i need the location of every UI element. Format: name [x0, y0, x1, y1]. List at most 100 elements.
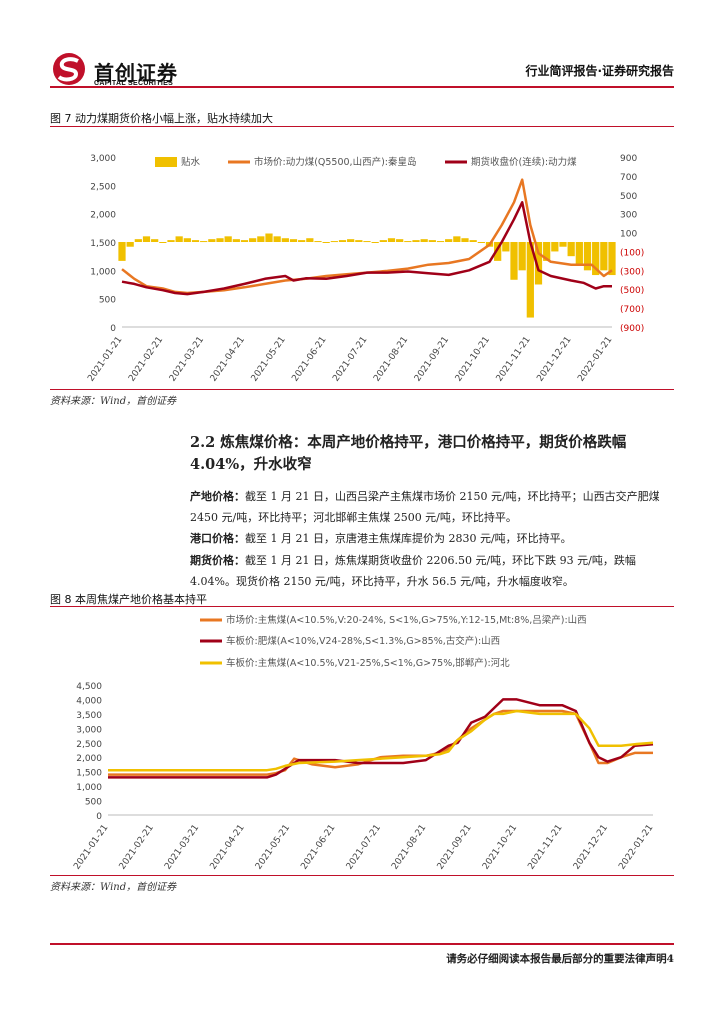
bar — [355, 240, 363, 242]
bar — [543, 242, 551, 261]
figure-7-bottom-rule — [50, 389, 674, 390]
x-tick-label: 2021-01-21 — [86, 335, 124, 384]
y2-tick-label: 900 — [620, 154, 637, 164]
figure-7-rule — [50, 126, 674, 127]
x-tick-label: 2021-08-21 — [390, 823, 428, 872]
bar — [510, 242, 518, 280]
x-tick-label: 2021-07-21 — [331, 335, 369, 384]
paragraph-label: 港口价格： — [190, 532, 245, 545]
bar — [396, 239, 404, 242]
bar — [502, 242, 510, 252]
y-tick-label: 1,000 — [76, 783, 102, 793]
bar — [159, 242, 167, 243]
bar — [134, 239, 142, 242]
bar — [371, 242, 379, 243]
brand-name-en: CAPITAL SECURITIES — [94, 80, 174, 87]
y-tick-label: 2,500 — [76, 740, 102, 750]
bar — [592, 242, 600, 276]
brand-name: 首创证券 — [94, 61, 178, 85]
y2-tick-label: 100 — [620, 230, 637, 240]
bar — [208, 239, 216, 242]
y2-tick-label: 700 — [620, 173, 637, 183]
y2-tick-label: (500) — [620, 286, 644, 296]
bar — [477, 242, 485, 243]
x-tick-label: 2021-04-21 — [209, 823, 247, 872]
bar — [518, 242, 526, 271]
x-tick-label: 2021-02-21 — [118, 823, 156, 872]
bar — [273, 236, 281, 242]
y-tick-label: 2,500 — [90, 182, 116, 192]
y2-tick-label: (100) — [620, 248, 644, 258]
legend-label: 市场价:主焦煤(A<10.5%,V:20-24%, S<1%,G>75%,Y:1… — [226, 614, 587, 626]
bar — [428, 240, 436, 242]
y-tick-label: 4,500 — [76, 682, 102, 692]
y2-tick-label: (300) — [620, 267, 644, 277]
x-tick-label: 2021-02-21 — [127, 335, 165, 384]
bar — [118, 242, 126, 261]
bar — [306, 238, 314, 242]
x-tick-label: 2021-11-21 — [526, 823, 564, 872]
x-tick-label: 2021-12-21 — [572, 823, 610, 872]
bar — [338, 240, 347, 242]
company-logo — [53, 53, 85, 85]
bar — [445, 239, 453, 242]
y-tick-label: 3,000 — [90, 154, 116, 164]
x-tick-label: 2021-06-21 — [299, 823, 337, 872]
figure-8-source: 资料来源：Wind，首创证券 — [50, 882, 177, 893]
x-tick-label: 2021-03-21 — [168, 335, 206, 384]
legend-swatch — [155, 157, 177, 167]
y2-tick-label: (700) — [620, 305, 644, 315]
x-tick-label: 2021-10-21 — [481, 823, 519, 872]
y-tick-label: 2,000 — [90, 211, 116, 221]
bar — [600, 242, 608, 271]
x-tick-label: 2021-10-21 — [454, 335, 492, 384]
bar — [436, 241, 445, 243]
y-tick-label: 500 — [85, 798, 102, 808]
x-tick-label: 2021-05-21 — [250, 335, 288, 384]
bar — [567, 242, 575, 257]
paragraph-origin-price: 产地价格：截至 1 月 21 日，山西吕梁产主焦煤市场价 2150 元/吨，环比… — [190, 486, 674, 528]
bar — [575, 242, 583, 266]
series-line — [121, 201, 612, 296]
figure-8-title: 图 8 本周焦煤产地价格基本持平 — [50, 593, 207, 606]
bar — [461, 238, 469, 242]
x-tick-label: 2021-01-21 — [72, 823, 110, 872]
bar — [183, 238, 191, 242]
y-tick-label: 2,000 — [76, 754, 102, 764]
bar — [526, 242, 534, 318]
bar — [453, 236, 461, 242]
bar — [583, 242, 592, 271]
bar — [232, 239, 240, 242]
bar — [404, 241, 412, 243]
x-tick-label: 2021-07-21 — [345, 823, 383, 872]
section-title: 2.2 炼焦煤价格：本周产地价格持平，港口价格持平，期货价格跌幅 4.04%，升… — [190, 434, 627, 473]
y-tick-label: 1,500 — [90, 239, 116, 249]
chart-coking-coal: 4,500 4,000 3,500 3,000 2,500 2,000 1,500 1,000… — [72, 614, 655, 872]
bar — [216, 238, 224, 242]
series-line — [108, 709, 654, 772]
paragraph-label: 期货价格： — [190, 554, 245, 567]
y-tick-label: 500 — [99, 296, 116, 306]
series-line — [108, 709, 653, 776]
y-tick-label: 0 — [96, 812, 102, 822]
bar — [191, 240, 200, 242]
legend-label: 贴水 — [181, 156, 201, 168]
x-tick-label: 2022-01-21 — [576, 335, 614, 384]
header-rule — [50, 86, 674, 88]
bar — [240, 240, 249, 242]
x-tick-label: 2021-09-21 — [413, 335, 451, 384]
bar — [175, 236, 183, 242]
paragraph-text: 截至 1 月 21 日，炼焦煤期货收盘价 2206.50 元/吨，环比下跌 93… — [190, 554, 636, 588]
legend-label: 车板价:肥煤(A<10%,V24-28%,S<1.3%,G>85%,古交产):山… — [226, 635, 500, 647]
bar — [298, 240, 306, 242]
legend-label: 车板价:主焦煤(A<10.5%,V21-25%,S<1%,G>75%,邯郸产):… — [226, 657, 510, 669]
bar — [126, 242, 134, 247]
x-tick-label: 2021-06-21 — [290, 335, 328, 384]
figure-7-source: 资料来源：Wind，首创证券 — [50, 396, 177, 407]
bar — [534, 242, 543, 285]
chart-thermal-coal: 3,000 2,500 2,000 1,500 1,000 500 0 900 700 500 30… — [86, 154, 644, 384]
x-tick-label: 2021-03-21 — [163, 823, 201, 872]
bar — [314, 241, 322, 243]
y2-tick-label: (900) — [620, 324, 644, 334]
legend-label: 期货收盘价(连续):动力煤 — [471, 156, 577, 168]
